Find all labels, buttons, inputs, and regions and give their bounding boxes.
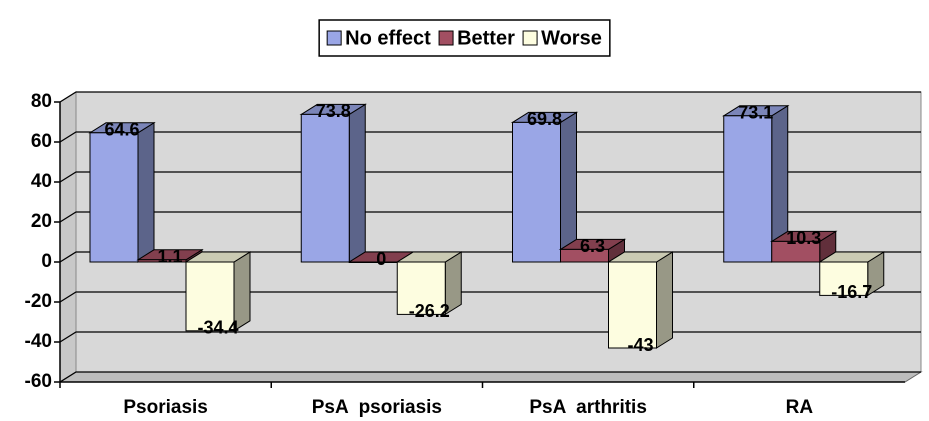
y-tick-label: -40 [25,331,52,352]
bar [300,113,350,263]
bar [185,261,235,332]
y-tick-label: -60 [25,371,52,392]
y-tick-label: 0 [41,251,52,272]
data-label: 69.8 [527,109,562,129]
x-tick-label: PsA arthritis [529,397,647,418]
legend-box [318,19,611,57]
legend-swatch [326,30,342,46]
grid-line [59,91,921,103]
grid-line [59,371,921,383]
bar-side [560,111,577,263]
grid-line [59,211,921,223]
floor [58,371,923,383]
data-label: -26.2 [409,301,450,321]
legend-label: Worse [541,27,602,49]
y-tick-label: 80 [31,91,52,112]
data-label: 73.1 [738,103,773,123]
data-label: 73.8 [316,101,351,121]
bar [89,132,139,263]
y-tick-label: -20 [25,291,52,312]
bar-side [137,121,155,263]
bar [819,261,869,296]
data-label: 1.1 [157,247,182,267]
y-tick-label: 60 [31,131,52,152]
bar [137,259,187,263]
data-label: 0 [376,249,386,269]
bar-side [656,251,673,349]
grid-line [59,171,921,183]
bar [396,261,446,315]
data-label: -43 [627,335,653,355]
bar-side [348,103,366,263]
bar [608,261,657,349]
bar [723,115,773,263]
side-wall [59,91,77,383]
bar [771,240,821,263]
data-label: 64.6 [104,120,139,140]
x-tick-label: PsA psoriasis [312,397,442,418]
grid-line [59,131,921,143]
legend-swatch [522,30,538,46]
bar [348,261,398,263]
x-tick-label: Psoriasis [123,397,208,418]
data-label: 6.3 [580,236,605,256]
data-label: 10.3 [786,228,821,248]
y-tick-label: 40 [31,171,52,192]
bar [560,248,609,263]
data-label: -16.7 [831,282,872,302]
legend-label: No effect [345,27,431,49]
bar [512,121,561,263]
y-tick-label: 20 [31,211,52,232]
data-label: -34.4 [197,318,238,338]
legend-label: Better [457,27,515,49]
x-tick-label: RA [786,397,814,418]
legend-swatch [438,30,454,46]
